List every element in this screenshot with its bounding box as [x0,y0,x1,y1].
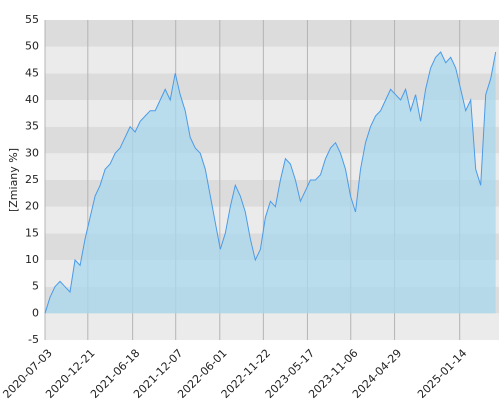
y-axis-label: [Zmiany %] [7,148,20,212]
y-tick-label: 20 [25,200,39,213]
y-tick-label: 5 [32,280,39,293]
x-tick-label: 2025-01-14 [415,347,469,400]
y-tick-label: 45 [25,66,39,79]
y-tick-label: -5 [28,333,39,346]
y-tick-label: 0 [32,306,39,319]
grid-band [45,46,499,74]
y-tick-label: 30 [25,146,39,159]
y-tick-label: 40 [25,93,39,106]
grid-band [45,73,499,100]
y-tick-label: 10 [25,253,39,266]
grid-band [45,20,499,47]
area [45,52,496,314]
grid-band [45,313,499,340]
line [44,51,497,314]
y-tick-label: 35 [25,120,39,133]
y-tick-label: 50 [25,40,39,53]
y-tick-label: 25 [25,173,39,186]
y-tick-label: 55 [25,13,39,26]
y-tick-label: 15 [25,226,39,239]
